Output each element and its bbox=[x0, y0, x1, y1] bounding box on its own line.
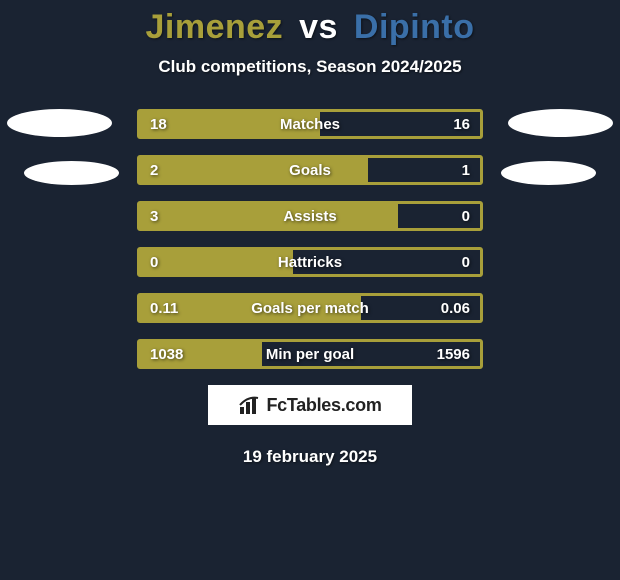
player1-crest-top bbox=[7, 109, 112, 137]
row-label: Goals per match bbox=[140, 296, 480, 320]
comparison-row: 0Hattricks0 bbox=[137, 247, 483, 277]
player2-crest-top bbox=[508, 109, 613, 137]
bars-icon bbox=[238, 394, 264, 416]
row-label: Min per goal bbox=[140, 342, 480, 366]
date-label: 19 february 2025 bbox=[0, 447, 620, 467]
comparison-row: 2Goals1 bbox=[137, 155, 483, 185]
comparison-row: 3Assists0 bbox=[137, 201, 483, 231]
page-title: Jimenez vs Dipinto bbox=[0, 0, 620, 47]
player2-crest-bottom bbox=[501, 161, 596, 185]
row-label: Assists bbox=[140, 204, 480, 228]
value-right: 1596 bbox=[437, 342, 470, 366]
comparison-rows: 18Matches162Goals13Assists00Hattricks00.… bbox=[137, 109, 483, 369]
subtitle: Club competitions, Season 2024/2025 bbox=[0, 57, 620, 77]
comparison-chart: 18Matches162Goals13Assists00Hattricks00.… bbox=[0, 109, 620, 369]
value-right: 1 bbox=[462, 158, 470, 182]
row-label: Matches bbox=[140, 112, 480, 136]
player2-name: Dipinto bbox=[354, 8, 475, 46]
value-right: 0 bbox=[462, 250, 470, 274]
value-right: 0 bbox=[462, 204, 470, 228]
comparison-row: 0.11Goals per match0.06 bbox=[137, 293, 483, 323]
player1-name: Jimenez bbox=[146, 8, 284, 46]
vs-label: vs bbox=[299, 8, 338, 46]
row-label: Hattricks bbox=[140, 250, 480, 274]
value-right: 16 bbox=[453, 112, 470, 136]
value-right: 0.06 bbox=[441, 296, 470, 320]
badge-text: FcTables.com bbox=[266, 395, 381, 416]
player1-crest-bottom bbox=[24, 161, 119, 185]
row-label: Goals bbox=[140, 158, 480, 182]
comparison-row: 18Matches16 bbox=[137, 109, 483, 139]
source-badge: FcTables.com bbox=[208, 385, 412, 425]
comparison-row: 1038Min per goal1596 bbox=[137, 339, 483, 369]
